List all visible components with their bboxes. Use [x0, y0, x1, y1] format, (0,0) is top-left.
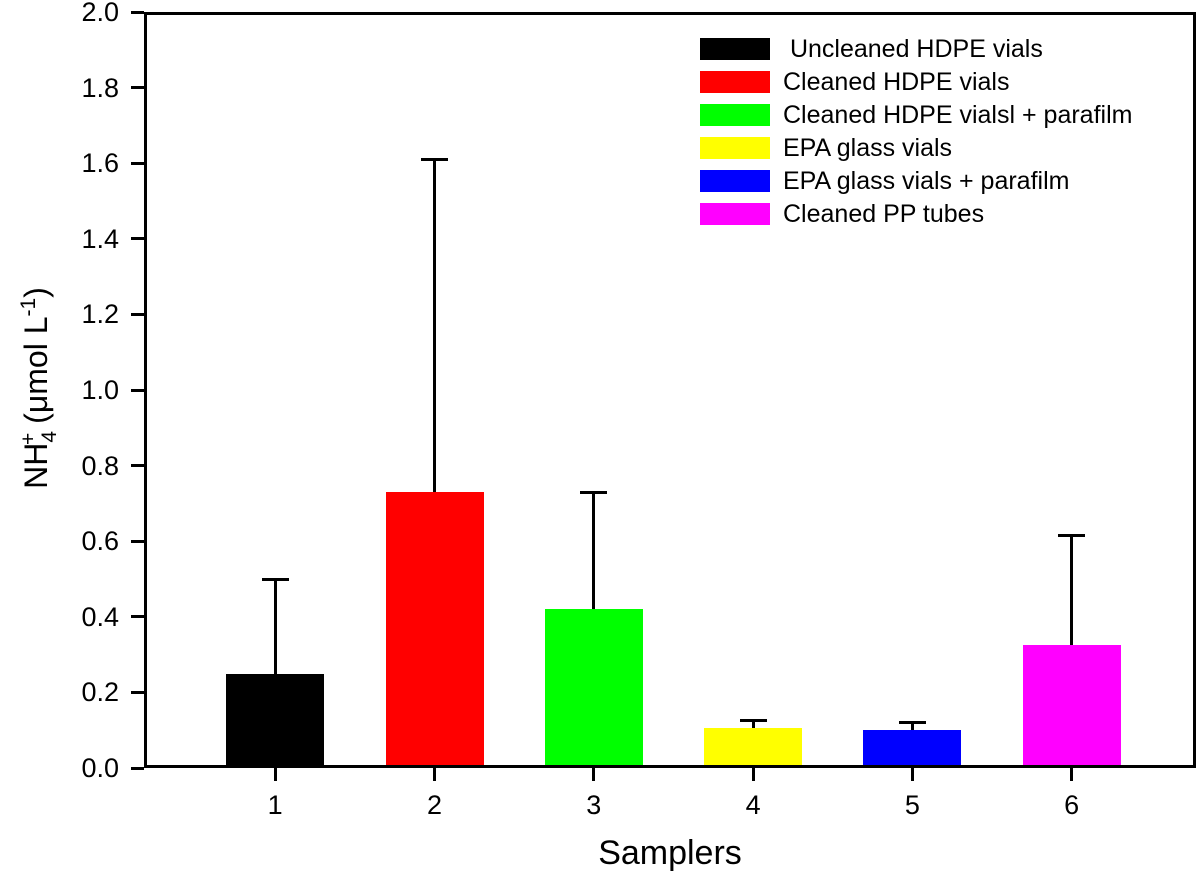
y-tick-label: 0.6: [81, 526, 119, 557]
legend: Uncleaned HDPE vials Cleaned HDPE vials Cl…: [700, 34, 1133, 236]
x-tick-label: 5: [904, 790, 920, 820]
y-tick-label: 0.0: [81, 753, 119, 783]
error-bar-cap: [421, 157, 448, 161]
legend-item: Uncleaned HDPE vials: [700, 34, 1132, 63]
x-axis-title: Samplers: [598, 834, 742, 872]
error-bar-cap: [580, 490, 608, 494]
y-tick-label: 1.4: [81, 223, 119, 254]
y-axis-label-exponent: -1: [17, 297, 40, 317]
y-tick: [131, 312, 144, 316]
y-tick: [131, 10, 144, 14]
x-tick-label: 1: [267, 790, 283, 820]
y-tick-label: 1.0: [81, 375, 119, 405]
bar-sampler-5: [863, 730, 962, 768]
y-tick-label: 0.8: [81, 450, 119, 481]
y-axis-label-units: (μmol L: [18, 316, 54, 433]
bar-sampler-2: [385, 492, 484, 768]
x-tick: [751, 768, 755, 781]
y-axis-label-superscript: +: [17, 432, 40, 445]
x-tick: [910, 768, 914, 781]
y-axis-label-close: ): [18, 287, 54, 298]
y-tick-label: 0.2: [81, 677, 119, 708]
legend-label: EPA glass vials + parafilm: [783, 166, 1070, 195]
error-bar-stem: [433, 159, 436, 493]
y-tick-label: 2.0: [81, 0, 119, 27]
y-tick: [131, 690, 144, 694]
error-bar-stem: [910, 722, 914, 731]
y-tick-label: 1.8: [81, 72, 119, 103]
legend-label: Cleaned HDPE vials: [783, 67, 1010, 96]
x-tick: [433, 768, 436, 781]
legend-item: Cleaned PP tubes: [700, 199, 1132, 228]
y-tick: [131, 161, 144, 165]
x-tick-label: 4: [745, 790, 761, 820]
legend-label: Uncleaned HDPE vials: [783, 34, 1043, 63]
error-bar-cap: [1058, 534, 1086, 538]
x-tick: [273, 768, 277, 781]
legend-item: EPA glass vials + parafilm: [700, 166, 1132, 195]
y-tick-label: 0.4: [81, 601, 119, 632]
legend-swatch: [700, 170, 770, 192]
y-axis-label-subscript: 4: [38, 430, 61, 443]
x-tick: [1070, 768, 1074, 781]
y-tick-label: 1.6: [81, 148, 119, 179]
legend-swatch: [700, 71, 770, 93]
legend-swatch: [700, 104, 770, 126]
error-bar-stem: [592, 492, 596, 610]
y-tick: [131, 388, 144, 392]
y-tick: [131, 86, 144, 90]
y-axis-label: NH4+ (μmol L-1): [13, 158, 61, 618]
error-bar-stem: [751, 720, 755, 729]
bar-sampler-3: [544, 609, 643, 768]
bar-sampler-1: [226, 673, 325, 768]
legend-label: EPA glass vials: [783, 133, 953, 162]
error-bar-cap: [739, 719, 767, 723]
error-bar-stem: [273, 579, 277, 674]
bar-sampler-4: [704, 728, 803, 768]
y-tick: [131, 237, 144, 241]
legend-label: Cleaned PP tubes: [783, 199, 985, 228]
legend-item: Cleaned HDPE vials: [700, 67, 1132, 96]
legend-swatch: [700, 137, 770, 159]
error-bar-cap: [898, 721, 926, 725]
bar-sampler-6: [1022, 645, 1121, 768]
y-tick-label: 1.2: [81, 299, 119, 330]
legend-item: Cleaned HDPE vialsl + parafilm: [700, 100, 1133, 129]
x-tick-label: 3: [586, 790, 602, 820]
legend-label: Cleaned HDPE vialsl + parafilm: [783, 100, 1133, 129]
x-tick: [592, 768, 596, 781]
legend-swatch: [700, 203, 770, 225]
x-tick-label: 2: [426, 790, 443, 820]
y-axis-label-text: NH: [18, 442, 54, 489]
y-tick: [131, 464, 144, 468]
y-tick: [131, 615, 144, 619]
legend-item: EPA glass vials: [700, 133, 1132, 162]
error-bar-stem: [1070, 535, 1074, 646]
y-tick: [131, 766, 144, 770]
y-tick: [131, 539, 144, 543]
plot-area: 0.0 0.2 0.4 0.6 0.8 1.0 1.2 1.4 1.6 1.8 2.0 1 2 3 4 5 6…: [81, 0, 1196, 820]
legend-swatch: [700, 38, 770, 60]
error-bar-cap: [261, 577, 289, 581]
x-tick-label: 6: [1064, 790, 1080, 820]
